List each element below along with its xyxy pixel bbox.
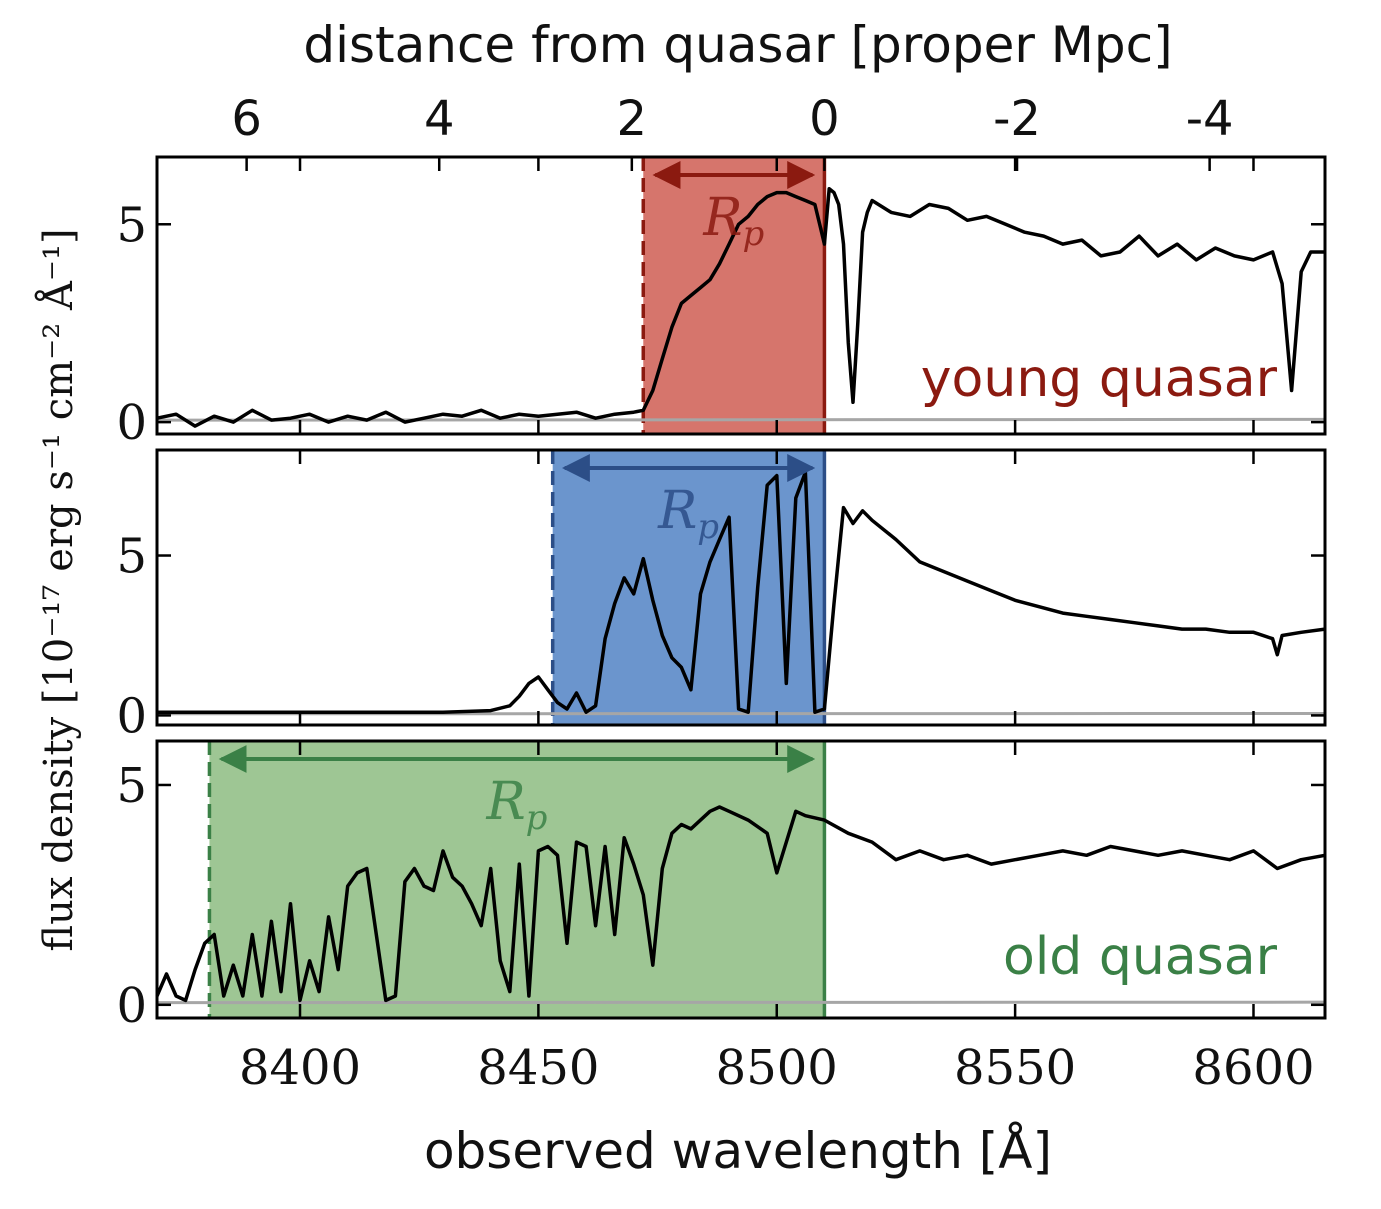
rp-label-subscript-2: p [697,507,719,547]
xtick-label-8400: 8400 [239,1040,361,1096]
rp-label-subscript-1: p [743,214,765,254]
panel-frame-1 [155,155,1327,436]
panel-label-1: young quasar [921,349,1278,409]
ytick-label-1-0: 0 [116,395,147,451]
y-axis-label: flux density [10⁻¹⁷ erg s⁻¹ cm⁻² Å⁻¹] [35,228,82,951]
top-axis-tick-label-2: 2 [617,91,648,147]
flux-spectrum-2 [157,470,1326,714]
top-axis-tick-label-5: -4 [1186,91,1234,147]
panel-frames [155,155,1327,1020]
flux-spectra [155,186,1326,1003]
proximity-region-1 [643,157,825,434]
xtick-label-8550: 8550 [954,1040,1076,1096]
flux-spectrum-1 [156,186,1325,428]
top-axis-tick-label-0: 6 [231,91,262,147]
panel-label-3: old quasar [1003,927,1278,987]
error-spectrum-1 [156,417,1326,422]
xtick-label-8600: 8600 [1192,1040,1314,1096]
ytick-label-3-5: 5 [116,758,147,814]
panel-frame-3 [155,739,1327,1020]
ytick-label-1-5: 5 [116,197,147,253]
top-axis-tick-label-3: 0 [809,91,840,147]
rp-label-subscript-3: p [526,798,548,838]
xtick-label-8450: 8450 [477,1040,599,1096]
top-axis-tick-label-1: 4 [424,91,455,147]
ytick-label-3-0: 0 [116,978,147,1034]
axis-ticks [157,157,1325,1018]
panel-frame-2 [155,448,1327,727]
bottom-axis-label: observed wavelength [Å] [424,1122,1052,1180]
ytick-label-2-5: 5 [116,529,147,585]
ytick-label-2-0: 0 [116,688,147,744]
xtick-label-8500: 8500 [716,1040,838,1096]
top-axis-label: distance from quasar [proper Mpc] [303,16,1172,74]
top-axis-tick-label-4: -2 [993,91,1041,147]
flux-spectrum-3 [155,805,1326,1003]
rp-label-1: Rp [702,188,764,254]
tick-labels: 0 5 0 5 0 5 8400 8450 8500 8550 8600 6 4 2 0 -2 -4 [116,91,1314,1096]
